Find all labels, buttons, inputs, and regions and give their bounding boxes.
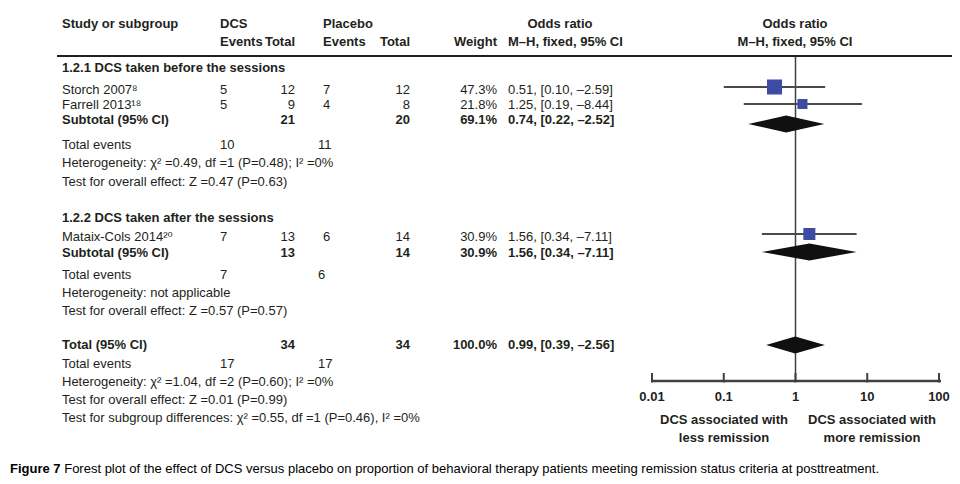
figure-caption-number: Figure 7 (10, 461, 61, 476)
forest-plot-figure: Study or subgroup DCS Placebo Events Tot… (0, 0, 960, 484)
x-axis-tick-label: 0.1 (694, 389, 754, 404)
figure-caption-text: Forest plot of the effect of DCS versus … (61, 461, 879, 476)
summary-diamond-total (766, 337, 825, 354)
summary-diamond-subtotal-1-2-1 (748, 116, 824, 133)
or-marker-mataix-cols-2014 (803, 228, 815, 240)
or-marker-farrell-2013 (797, 99, 807, 109)
summary-diamond-subtotal-1-2-2 (762, 244, 857, 261)
figure-caption: Figure 7 Forest plot of the effect of DC… (10, 461, 879, 476)
direction-label-more-line2: more remission (792, 429, 952, 447)
or-marker-storch-2007 (767, 80, 782, 95)
direction-label-more-line1: DCS associated with (792, 411, 952, 429)
x-axis-tick-label: 10 (837, 389, 897, 404)
x-axis-tick-label: 100 (909, 389, 960, 404)
x-axis-tick-label: 0.01 (622, 389, 682, 404)
x-axis-tick-label: 1 (766, 389, 826, 404)
direction-label-less-line2: less remission (644, 429, 804, 447)
direction-label-less-line1: DCS associated with (644, 411, 804, 429)
